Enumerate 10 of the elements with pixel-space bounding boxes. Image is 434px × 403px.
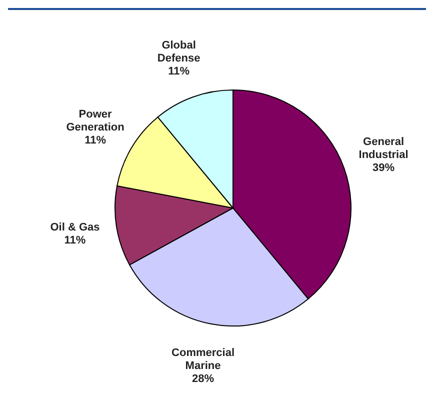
slice-label: Power Generation bbox=[66, 108, 125, 134]
data-label: 28% bbox=[192, 373, 214, 386]
slice-label: Oil & Gas bbox=[50, 222, 100, 234]
slice-label: Commercial Marine bbox=[172, 347, 235, 372]
data-label: 11% bbox=[84, 134, 106, 147]
data-label: 11% bbox=[64, 234, 86, 247]
data-label: 11% bbox=[168, 65, 190, 78]
data-label: 39% bbox=[372, 162, 395, 174]
slice-label: General Industrial bbox=[358, 136, 408, 161]
slice-label: Global Defense bbox=[157, 39, 200, 64]
